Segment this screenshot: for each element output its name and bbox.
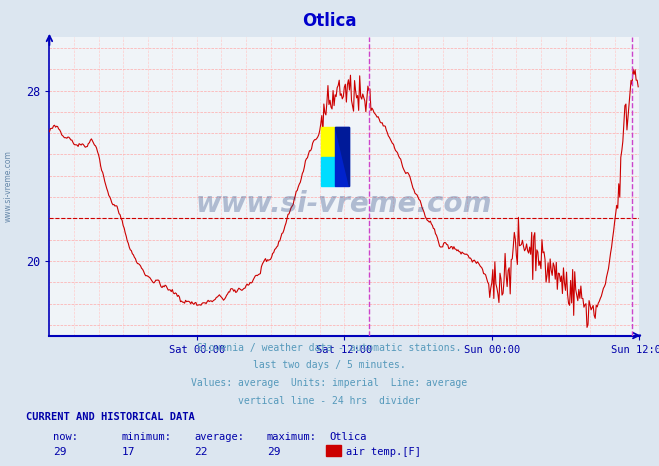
Text: Slovenia / weather data - automatic stations.: Slovenia / weather data - automatic stat…	[197, 343, 462, 352]
Text: 22: 22	[194, 447, 208, 457]
Text: last two days / 5 minutes.: last two days / 5 minutes.	[253, 360, 406, 370]
Text: 29: 29	[53, 447, 66, 457]
Text: 29: 29	[267, 447, 280, 457]
Bar	[321, 157, 335, 186]
Bar	[335, 127, 349, 186]
Text: minimum:: minimum:	[122, 432, 172, 442]
Text: www.si-vreme.com: www.si-vreme.com	[3, 151, 13, 222]
Text: Values: average  Units: imperial  Line: average: Values: average Units: imperial Line: av…	[191, 378, 468, 388]
Text: vertical line - 24 hrs  divider: vertical line - 24 hrs divider	[239, 396, 420, 405]
Text: CURRENT AND HISTORICAL DATA: CURRENT AND HISTORICAL DATA	[26, 412, 195, 422]
Text: Otlica: Otlica	[302, 12, 357, 30]
Text: www.si-vreme.com: www.si-vreme.com	[196, 190, 492, 218]
Text: average:: average:	[194, 432, 244, 442]
Text: air temp.[F]: air temp.[F]	[346, 447, 421, 457]
Polygon shape	[335, 127, 349, 186]
Text: Otlica: Otlica	[330, 432, 367, 442]
Text: now:: now:	[53, 432, 78, 442]
Bar	[321, 127, 335, 157]
Text: maximum:: maximum:	[267, 432, 317, 442]
Text: 17: 17	[122, 447, 135, 457]
